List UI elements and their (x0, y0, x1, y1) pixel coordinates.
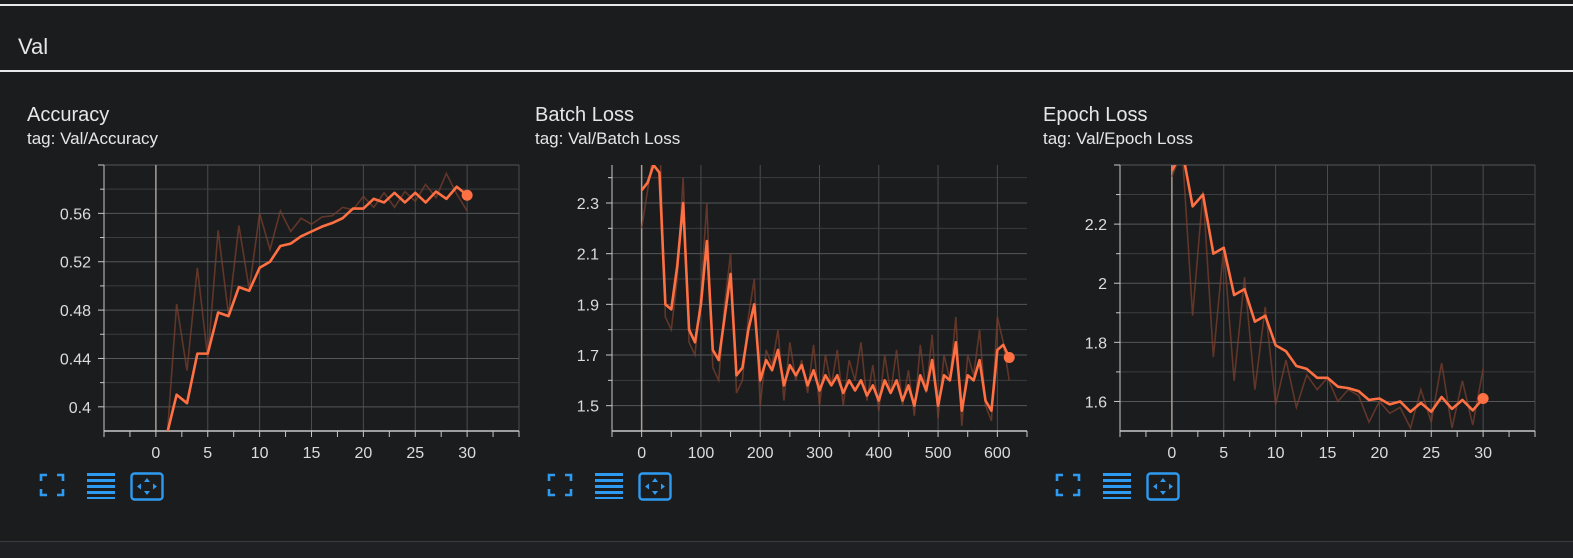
accuracy-chart[interactable]: 0 5 10 15 20 25 30 0.4 0.44 0.48 0.52 0.56 (27, 100, 527, 470)
x-tick-label: 15 (1319, 445, 1337, 462)
fullscreen-icon (39, 472, 73, 504)
y-tick-label: 2.1 (577, 247, 599, 264)
series (640, 165, 1011, 426)
fullscreen-button[interactable] (547, 472, 581, 504)
x-tick-label: 20 (1370, 445, 1388, 462)
chart-tag: tag: Val/Epoch Loss (1043, 129, 1193, 148)
fit-domain-icon (130, 472, 164, 504)
y-tick-label: 2.2 (1085, 217, 1107, 234)
section-title: Val (18, 34, 49, 59)
y-tick-label: 0.56 (60, 206, 91, 223)
y-tick-label: 0.44 (60, 351, 91, 368)
x-tick-label: 25 (406, 445, 424, 462)
x-tick-label: 100 (688, 445, 715, 462)
raw-series-line (640, 165, 1011, 426)
series (1170, 165, 1485, 431)
toggle-log-scale-button[interactable] (85, 472, 119, 504)
chart-title: Accuracy (27, 104, 110, 126)
toggle-log-scale-button[interactable] (1101, 472, 1135, 504)
fit-domain-button[interactable] (130, 472, 164, 504)
x-tick-label: 15 (303, 445, 321, 462)
chart-tag: tag: Val/Accuracy (27, 129, 159, 148)
x-tick-label: 10 (251, 445, 269, 462)
last-point-marker (1003, 352, 1015, 364)
toggle-log-scale-icon (593, 472, 627, 504)
x-tick-label: 0 (637, 445, 646, 462)
smoothed-series-line (166, 185, 468, 431)
y-tick-label: 1.7 (577, 348, 599, 365)
y-tick-label: 0.52 (60, 255, 91, 272)
y-tick-label: 0.4 (69, 400, 91, 417)
x-tick-label: 600 (984, 445, 1011, 462)
x-tick-label: 200 (747, 445, 774, 462)
last-point-marker (461, 189, 473, 201)
toggle-log-scale-icon (1101, 472, 1135, 504)
fit-domain-button[interactable] (1146, 472, 1180, 504)
y-tick-label: 1.9 (577, 297, 599, 314)
next-section-band (0, 542, 1573, 558)
chart-title: Batch Loss (535, 104, 634, 126)
x-tick-label: 400 (865, 445, 892, 462)
bottom-rule (0, 541, 1573, 542)
fit-domain-icon (638, 472, 672, 504)
x-tick-label: 0 (1167, 445, 1176, 462)
batch-loss-chart[interactable]: 0 100 200 300 400 500 600 1.5 1.7 1.9 2.1 2.3 (535, 100, 1035, 470)
y-tick-label: 2 (1098, 276, 1107, 293)
grid (98, 164, 520, 431)
fit-domain-icon (1146, 472, 1180, 504)
toggle-log-scale-icon (85, 472, 119, 504)
y-tick-label: 1.5 (577, 399, 599, 416)
chart-card-epoch-loss: Epoch Loss tag: Val/Epoch Loss 0 5 10 15 20 2… (1043, 100, 1543, 510)
top-rule (0, 0, 1573, 6)
x-tick-label: 30 (1474, 445, 1492, 462)
fit-domain-button[interactable] (638, 472, 672, 504)
chart-title: Epoch Loss (1043, 104, 1148, 126)
chart-tag: tag: Val/Batch Loss (535, 129, 681, 148)
y-tick-label: 2.3 (577, 196, 599, 213)
x-tick-label: 300 (806, 445, 833, 462)
x-tick-label: 30 (458, 445, 476, 462)
header-rule (0, 70, 1573, 72)
fullscreen-icon (547, 472, 581, 504)
smoothed-series-line (640, 165, 1011, 413)
raw-series-line (166, 171, 468, 431)
epoch-loss-chart[interactable]: 0 5 10 15 20 25 30 1.6 1.8 2 2.2 (1043, 100, 1543, 470)
x-tick-label: 20 (354, 445, 372, 462)
x-tick-label: 10 (1267, 445, 1285, 462)
section-header[interactable]: Val (0, 8, 1573, 70)
chart-card-accuracy: Accuracy tag: Val/Accuracy 0 5 10 15 20 25 30 0… (27, 100, 527, 510)
x-tick-label: 25 (1422, 445, 1440, 462)
grid (1114, 164, 1536, 431)
x-tick-label: 500 (925, 445, 952, 462)
last-point-marker (1477, 392, 1489, 404)
y-tick-label: 1.8 (1085, 335, 1107, 352)
fullscreen-button[interactable] (39, 472, 73, 504)
fullscreen-button[interactable] (1055, 472, 1089, 504)
chart-card-batch-loss: Batch Loss tag: Val/Batch Loss 0 100 200 30… (535, 100, 1035, 510)
y-tick-label: 1.6 (1085, 394, 1107, 411)
series (166, 171, 468, 431)
x-tick-label: 0 (151, 445, 160, 462)
smoothed-series-line (1170, 165, 1485, 414)
x-tick-label: 5 (1219, 445, 1228, 462)
toggle-log-scale-button[interactable] (593, 472, 627, 504)
y-tick-label: 0.48 (60, 303, 91, 320)
fullscreen-icon (1055, 472, 1089, 504)
x-tick-label: 5 (203, 445, 212, 462)
